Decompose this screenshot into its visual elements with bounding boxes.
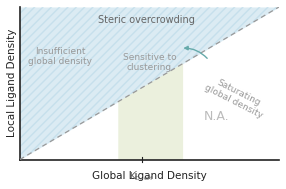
Text: Sensitive to
clustering: Sensitive to clustering: [123, 53, 176, 72]
Text: Steric overcrowding: Steric overcrowding: [98, 15, 194, 25]
X-axis label: Global Ligand Density: Global Ligand Density: [92, 171, 207, 181]
Y-axis label: Local Ligand Density: Local Ligand Density: [7, 29, 17, 137]
Text: N.A.: N.A.: [204, 110, 230, 123]
Polygon shape: [118, 64, 183, 160]
Text: K$_{\mathregular{D,eff}}$: K$_{\mathregular{D,eff}}$: [129, 170, 154, 183]
Text: Saturating
global density: Saturating global density: [203, 74, 269, 120]
Text: Insufficient
global density: Insufficient global density: [28, 47, 92, 66]
